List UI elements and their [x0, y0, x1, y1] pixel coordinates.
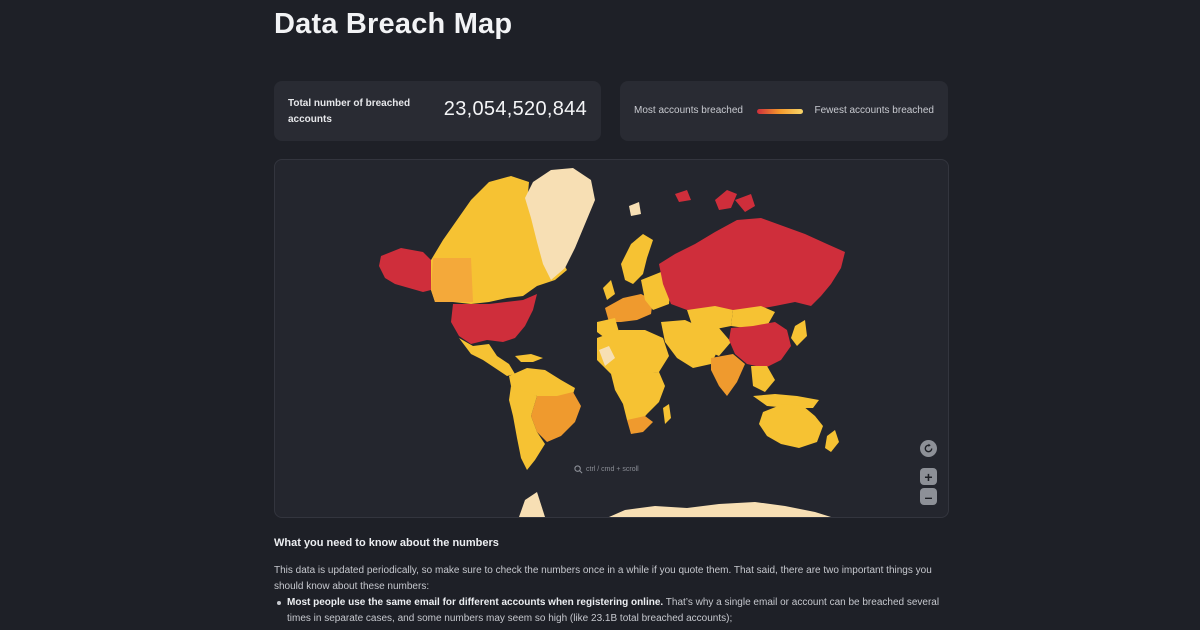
info-bullet-bold: Most people use the same email for diffe… — [287, 597, 664, 608]
region-west-africa-fewest[interactable] — [599, 346, 615, 366]
reset-map-button[interactable] — [920, 440, 937, 457]
legend-most-label: Most accounts breached — [634, 105, 743, 116]
country-russia[interactable] — [659, 218, 845, 310]
region-western-europe[interactable] — [605, 294, 653, 322]
total-breached-label: Total number of breached accounts — [288, 98, 411, 125]
zoom-hint-text: ctrl / cmd + scroll — [586, 466, 639, 473]
country-south-africa[interactable] — [627, 416, 653, 434]
region-scandinavia[interactable] — [621, 234, 653, 284]
total-breached-value: 23,054,520,844 — [443, 98, 587, 120]
region-southeast-asia[interactable] — [751, 366, 775, 392]
country-usa[interactable] — [451, 294, 537, 344]
country-india[interactable] — [711, 354, 745, 396]
region-russia-east-tip[interactable] — [735, 194, 755, 212]
region-caribbean[interactable] — [515, 354, 543, 362]
info-bullet: Most people use the same email for diffe… — [287, 595, 947, 627]
country-australia[interactable] — [759, 404, 823, 448]
region-north-africa[interactable] — [597, 330, 669, 374]
country-madagascar[interactable] — [663, 404, 671, 424]
legend-card: Most accounts breached Fewest accounts b… — [620, 81, 948, 141]
bullet-dot — [277, 601, 281, 605]
region-arctic-islands[interactable] — [675, 190, 691, 202]
region-canada-west[interactable] — [431, 258, 473, 302]
zoom-hint: ctrl / cmd + scroll — [574, 465, 639, 474]
country-mongolia[interactable] — [731, 306, 775, 328]
country-japan[interactable] — [791, 320, 807, 346]
zoom-hint-icon — [574, 465, 583, 474]
legend-gradient-bar — [757, 109, 803, 114]
region-south-america-west[interactable] — [509, 386, 545, 470]
country-iran[interactable] — [695, 328, 731, 356]
country-mexico[interactable] — [459, 338, 515, 376]
total-breached-card: Total number of breached accounts 23,054… — [274, 81, 601, 141]
country-brazil[interactable] — [531, 392, 581, 442]
region-central-africa[interactable] — [611, 372, 665, 428]
country-kazakhstan[interactable] — [687, 306, 733, 330]
info-paragraph: This data is updated periodically, so ma… — [274, 565, 932, 592]
zoom-in-button[interactable]: + — [920, 468, 937, 485]
refresh-icon — [924, 443, 933, 453]
country-alaska[interactable] — [379, 248, 431, 292]
region-russia-north-islands[interactable] — [715, 190, 737, 210]
world-map-svg[interactable] — [275, 160, 948, 517]
zoom-out-button[interactable]: – — [920, 488, 937, 505]
country-china[interactable] — [729, 322, 791, 368]
world-map[interactable]: ctrl / cmd + scroll + – — [274, 159, 949, 518]
region-antarctica-main[interactable] — [609, 502, 831, 517]
region-svalbard[interactable] — [629, 202, 641, 216]
country-indonesia[interactable] — [753, 394, 819, 408]
info-bullet-text: That’s why a single email or account can… — [287, 597, 940, 624]
country-greenland[interactable] — [525, 168, 595, 280]
country-uk[interactable] — [603, 280, 615, 300]
country-new-zealand[interactable] — [825, 430, 839, 452]
region-antarctica[interactable] — [519, 492, 545, 517]
info-heading: What you need to know about the numbers — [274, 537, 499, 549]
legend-fewest-label: Fewest accounts breached — [814, 105, 934, 116]
page-title: Data Breach Map — [274, 8, 513, 40]
